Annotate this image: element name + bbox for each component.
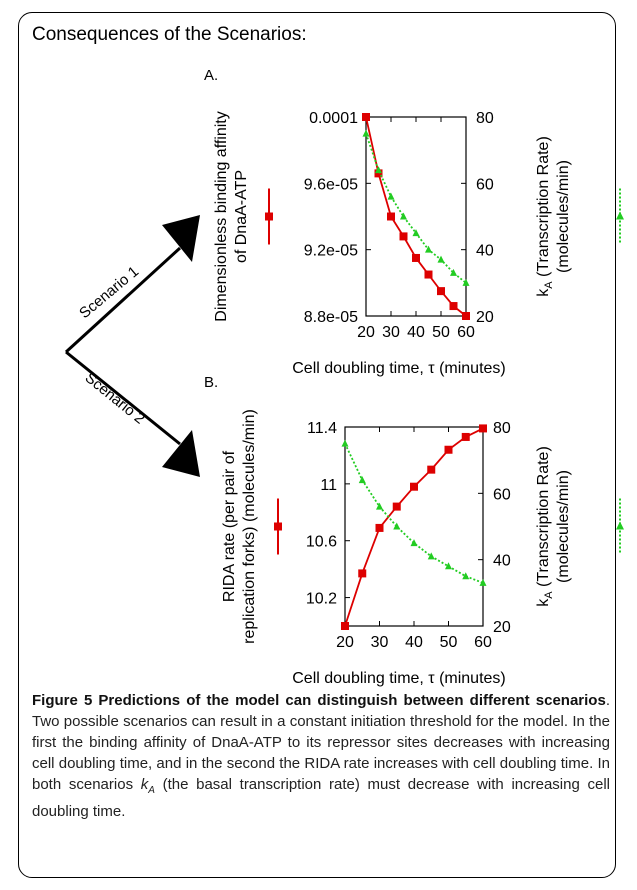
pb-series-left-line bbox=[344, 427, 484, 627]
pa-green-triangle-point bbox=[462, 278, 470, 286]
pb-legend-red-marker bbox=[274, 522, 282, 531]
pb-green-triangle-point bbox=[410, 539, 418, 547]
pa-green-triangle-point bbox=[412, 229, 420, 237]
figure-frame bbox=[18, 12, 616, 878]
pa-red-square-point bbox=[437, 287, 445, 296]
pb-panel-label: B. bbox=[204, 374, 218, 391]
pb-red-square-point bbox=[444, 445, 453, 454]
pa-green-triangle-point bbox=[437, 255, 445, 263]
pb-red-square-point bbox=[358, 569, 367, 578]
pa-y-right-label-line: (molecules/min) bbox=[555, 160, 572, 273]
pb-red-square-point bbox=[375, 523, 384, 532]
pa-green-triangle-point bbox=[425, 245, 432, 253]
pb-x-tick-label: 60 bbox=[474, 634, 492, 651]
pa-green-triangle-point bbox=[450, 268, 457, 276]
pb-plot-frame bbox=[344, 426, 484, 627]
pb-y-right-label-line: kA (Transcription Rate) bbox=[535, 446, 555, 607]
pb-y-right-tick-label: 40 bbox=[493, 553, 511, 570]
pb-green-triangle-point bbox=[393, 522, 401, 530]
pa-y-right-tick-label: 20 bbox=[476, 309, 494, 326]
pa-y-left-label-line: of DnaA-ATP bbox=[233, 170, 250, 263]
pa-y-left-tick-label: 0.0001 bbox=[309, 110, 358, 127]
pb-red-square-point bbox=[461, 432, 470, 441]
pa-x-tick-label: 60 bbox=[457, 324, 475, 341]
pb-green-triangle-point bbox=[341, 439, 349, 447]
panel-a: A. 20 30 40 50 60 8.8e-05 9.2e-05 9.6e-05 0.0001 2… bbox=[204, 67, 624, 377]
pb-y-left-tick-label: 10.6 bbox=[306, 534, 337, 551]
pb-green-triangle-point bbox=[479, 578, 487, 586]
panel-b: B. 20 30 40 50 60 10.2 10.6 11 11.4 20 40 60 80 Cell d… bbox=[204, 374, 624, 687]
pb-x-tick-label: 30 bbox=[371, 634, 389, 651]
pa-red-square-point bbox=[374, 169, 383, 178]
figure-caption: Figure 5 Predictions of the model can di… bbox=[32, 690, 610, 822]
caption-text-2: (the basal transcription rate) must decr… bbox=[32, 776, 610, 820]
pa-x-tick-label: 30 bbox=[382, 324, 400, 341]
pb-x-axis-label: Cell doubling time, τ (minutes) bbox=[292, 670, 506, 687]
pb-red-square-point bbox=[341, 622, 349, 630]
pb-x-tick-label: 50 bbox=[440, 634, 458, 651]
pb-green-triangle-point bbox=[445, 562, 452, 570]
pa-plot-frame bbox=[365, 116, 467, 317]
pb-green-triangle-point bbox=[427, 552, 435, 560]
pa-green-triangle-point bbox=[362, 129, 370, 137]
pb-y-left-label-line: RIDA rate (per pair of bbox=[221, 450, 238, 602]
pa-y-left-tick-label: 8.8e-05 bbox=[304, 309, 358, 326]
pa-y-right-tick-label: 60 bbox=[476, 176, 494, 193]
scenario-1-branch bbox=[64, 246, 182, 354]
scenario-tree: Scenario 1 Scenario 2 bbox=[64, 215, 200, 477]
pa-y-left-label-line: Dimensionless binding affinity bbox=[213, 111, 230, 321]
pa-x-axis-label: Cell doubling time, τ (minutes) bbox=[292, 360, 506, 377]
pb-legend-green-marker bbox=[616, 521, 624, 530]
pb-y-left-tick-label: 11 bbox=[320, 477, 337, 494]
pa-red-square-point bbox=[362, 113, 370, 121]
pa-x-tick-label: 40 bbox=[407, 324, 425, 341]
pa-series-left-line bbox=[365, 116, 467, 317]
pa-y-left-tick-label: 9.6e-05 bbox=[304, 176, 358, 193]
pb-y-right-tick-label: 60 bbox=[493, 486, 511, 503]
pa-y-right-label-line: kA (Transcription Rate) bbox=[535, 136, 555, 297]
pb-green-triangle-point bbox=[462, 572, 470, 580]
pa-legend-green-marker bbox=[616, 211, 624, 220]
pa-green-triangle-point bbox=[387, 192, 395, 200]
pa-x-tick-label: 20 bbox=[357, 324, 375, 341]
scenario-1-arrowhead bbox=[162, 215, 200, 262]
pa-x-tick-label: 50 bbox=[432, 324, 450, 341]
caption-text-1: . Two possible scenarios can result in a… bbox=[32, 692, 610, 793]
scenario-2-branch bbox=[65, 350, 181, 446]
pb-green-triangle-point bbox=[358, 476, 366, 484]
pb-y-right-tick-label: 20 bbox=[493, 619, 511, 636]
scenario-2-label: Scenario 2 bbox=[82, 369, 148, 427]
pb-y-left-tick-label: 11.4 bbox=[307, 420, 337, 437]
pb-y-left-tick-label: 10.2 bbox=[306, 591, 337, 608]
pb-y-right-label-line: (molecules/min) bbox=[555, 470, 572, 583]
pa-red-square-point bbox=[387, 212, 395, 221]
pb-red-square-point bbox=[410, 482, 418, 491]
pa-red-square-point bbox=[424, 270, 433, 279]
pb-x-tick-label: 40 bbox=[405, 634, 423, 651]
caption-ka: kA bbox=[140, 776, 155, 796]
pb-series-right-line bbox=[344, 443, 484, 584]
pa-red-square-point bbox=[462, 312, 470, 320]
pb-red-square-point bbox=[479, 424, 487, 433]
pb-green-triangle-point bbox=[376, 502, 383, 510]
figure-header: Consequences of the Scenarios: bbox=[32, 24, 307, 45]
pa-y-right-tick-label: 80 bbox=[476, 110, 494, 127]
scenario-2-arrowhead bbox=[162, 430, 200, 477]
pb-red-square-point bbox=[392, 502, 401, 511]
pb-y-right-tick-label: 80 bbox=[493, 420, 511, 437]
pa-y-right-tick-label: 40 bbox=[476, 243, 494, 260]
pa-panel-label: A. bbox=[204, 67, 218, 84]
pa-red-square-point bbox=[449, 302, 458, 311]
pb-red-square-point bbox=[427, 465, 436, 474]
pa-y-left-tick-label: 9.2e-05 bbox=[304, 243, 358, 260]
pa-green-triangle-point bbox=[375, 166, 382, 174]
pb-y-left-label-line: replication forks) (molecules/min) bbox=[241, 409, 258, 644]
pa-red-square-point bbox=[399, 232, 408, 241]
pa-red-square-point bbox=[412, 253, 420, 262]
pa-legend-red-marker bbox=[265, 212, 273, 221]
caption-bold: Figure 5 Predictions of the model can di… bbox=[32, 692, 606, 709]
pa-green-triangle-point bbox=[400, 212, 407, 220]
pb-x-tick-label: 20 bbox=[336, 634, 354, 651]
